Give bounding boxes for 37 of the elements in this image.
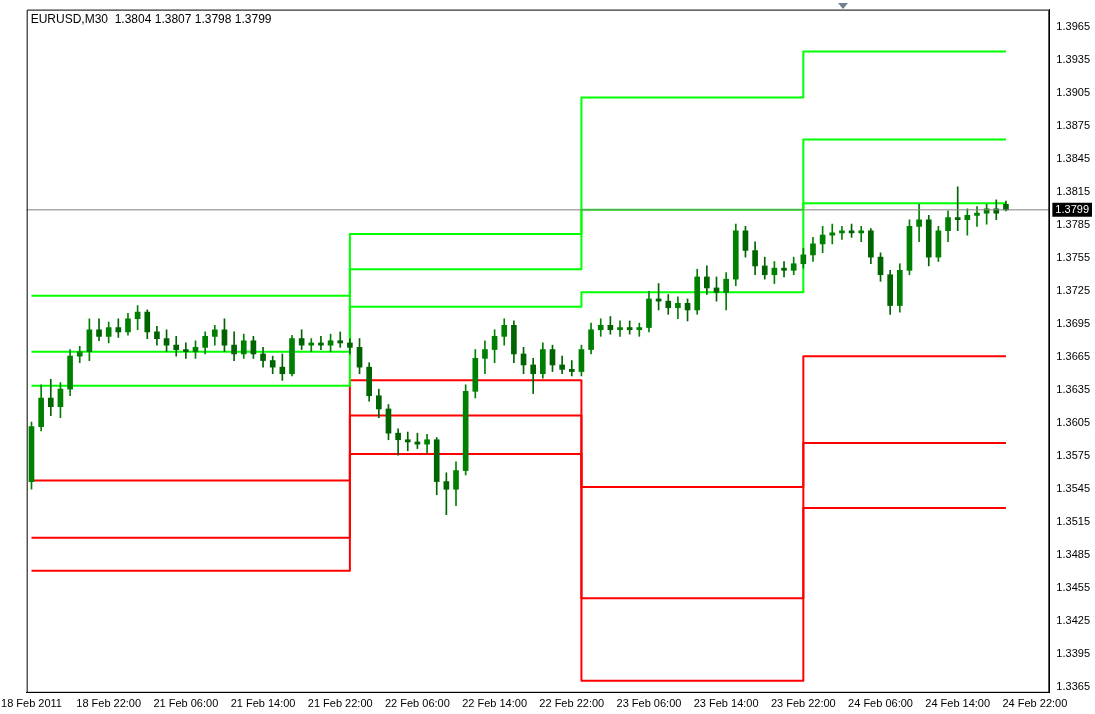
x-tick-label: 18 Feb 22:00 [76, 697, 142, 710]
y-tick-label: 1.3725 [1056, 284, 1091, 297]
x-tick-label: 21 Feb 22:00 [307, 697, 373, 710]
y-tick-label: 1.3845 [1056, 152, 1091, 165]
y-tick-label: 1.3785 [1056, 218, 1091, 231]
x-tick-label: 18 Feb 2011 [1, 697, 62, 710]
y-tick-label: 1.3875 [1056, 119, 1091, 132]
y-tick-label: 1.3425 [1056, 614, 1091, 627]
x-tick-label: 23 Feb 22:00 [770, 697, 836, 710]
y-tick-label: 1.3485 [1056, 548, 1091, 561]
y-tick-label: 1.3815 [1056, 185, 1091, 198]
x-tick-label: 22 Feb 06:00 [384, 697, 450, 710]
y-tick-label: 1.3905 [1056, 86, 1091, 99]
y-tick-label: 1.3965 [1056, 20, 1091, 33]
x-tick-label: 23 Feb 06:00 [616, 697, 682, 710]
y-tick-label: 1.3935 [1056, 53, 1091, 66]
ref-line-label: 1.3799 [1055, 202, 1090, 215]
x-tick-label: 23 Feb 14:00 [693, 697, 759, 710]
x-tick-label: 24 Feb 22:00 [1002, 697, 1068, 710]
y-tick-label: 1.3695 [1056, 317, 1091, 330]
x-tick-label: 24 Feb 14:00 [925, 697, 991, 710]
y-tick-label: 1.3545 [1056, 482, 1091, 495]
y-tick-label: 1.3605 [1056, 416, 1091, 429]
y-tick-label: 1.3515 [1056, 515, 1091, 528]
x-tick-label: 21 Feb 06:00 [153, 697, 219, 710]
x-tick-label: 22 Feb 14:00 [462, 697, 528, 710]
y-tick-label: 1.3665 [1056, 350, 1091, 363]
y-tick-label: 1.3395 [1056, 647, 1091, 660]
y-tick-label: 1.3635 [1056, 383, 1091, 396]
y-tick-label: 1.3365 [1056, 680, 1091, 693]
chart-title: EURUSD,M30 1.3804 1.3807 1.3798 1.3799 [30, 11, 272, 26]
y-tick-label: 1.3755 [1056, 251, 1091, 264]
y-tick-label: 1.3575 [1056, 449, 1091, 462]
x-tick-label: 24 Feb 06:00 [848, 697, 913, 710]
x-tick-label: 22 Feb 22:00 [539, 697, 605, 710]
y-tick-label: 1.3455 [1056, 581, 1091, 594]
x-tick-label: 21 Feb 14:00 [230, 697, 296, 710]
